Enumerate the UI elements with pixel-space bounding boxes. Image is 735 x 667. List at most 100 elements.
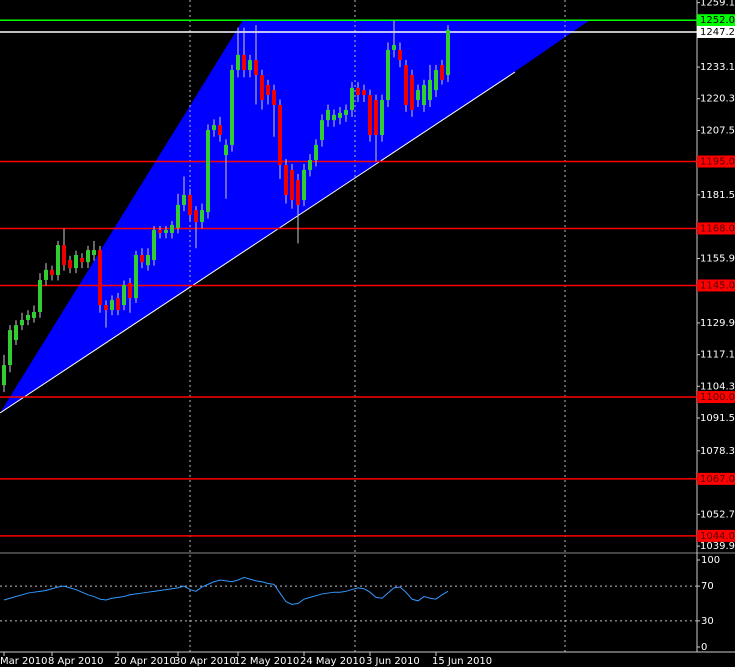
candle-body [392, 44, 396, 50]
level-label-box [697, 391, 735, 404]
candle-body [170, 224, 174, 233]
candle-body [404, 65, 408, 105]
candle-body [278, 104, 282, 165]
candle-body [422, 84, 426, 105]
x-tick-label: 12 May 2010 [234, 656, 299, 667]
candle-body [272, 90, 276, 105]
candle-body [398, 49, 402, 61]
candle-body [152, 229, 156, 260]
candle-body [8, 330, 12, 366]
candle-body [80, 257, 84, 263]
y-tick-label: 1233.10 [700, 62, 735, 73]
level-label-box [697, 14, 735, 27]
candle-body [56, 245, 60, 276]
candle-body [158, 229, 162, 233]
candle-body [296, 179, 300, 205]
candle-body [116, 298, 120, 311]
candle-body [32, 312, 36, 318]
candle-body [332, 114, 336, 121]
candle-body [344, 109, 348, 115]
candle-body [146, 254, 150, 266]
level-label: 1195.00 [700, 157, 735, 168]
candle-body [176, 204, 180, 228]
x-tick-label: Mar 2010 [0, 656, 48, 667]
candle-body [290, 169, 294, 200]
candle-body [434, 70, 438, 91]
candle-body [284, 164, 288, 195]
candle-body [128, 283, 132, 299]
candle-body [188, 194, 192, 216]
level-label: 1100.00 [700, 392, 735, 403]
candle-body [110, 300, 114, 311]
candle-body [20, 319, 24, 326]
level-label-box [697, 155, 735, 168]
candle-body [446, 29, 450, 75]
candle-body [206, 130, 210, 213]
candle-body [254, 60, 258, 75]
y-tick-label: 1052.70 [700, 509, 735, 520]
candle-body [368, 95, 372, 135]
y-tick-label: 30 [701, 616, 714, 627]
candle-body [410, 74, 414, 110]
level-label: 1252.00 [700, 15, 735, 26]
y-tick-label: 0 [701, 642, 707, 653]
candle-body [140, 254, 144, 263]
candle-body [86, 250, 90, 263]
candle-body [362, 90, 366, 96]
y-tick-label: 1129.90 [700, 318, 735, 329]
candle-body [236, 54, 240, 71]
vertical-grid [189, 0, 566, 652]
candle-body [74, 254, 78, 269]
x-tick-label: 3 Jun 2010 [366, 656, 420, 667]
candle-body [182, 194, 186, 205]
candle-body [194, 210, 198, 223]
x-tick-label: 8 Apr 2010 [48, 656, 103, 667]
candle-body [164, 229, 168, 233]
candle-body [386, 49, 390, 101]
candle-body [248, 60, 252, 71]
candle-body [38, 280, 42, 313]
candle-body [326, 109, 330, 121]
candle-body [356, 87, 360, 96]
candle-body [242, 54, 246, 71]
candle-body [44, 269, 48, 281]
level-label: 1145.00 [700, 280, 735, 291]
candle-body [338, 112, 342, 118]
candle-body [62, 245, 66, 266]
level-label-box [697, 472, 735, 485]
y-tick-label: 1181.55 [700, 190, 735, 201]
candle-body [440, 65, 444, 80]
candle-body [14, 325, 18, 341]
level-label: 1044.00 [700, 531, 735, 542]
candle-body [266, 84, 270, 96]
candle-body [260, 74, 264, 101]
candle-body [350, 87, 354, 110]
candle-body [314, 144, 318, 161]
x-tick-label: 20 Apr 2010 [114, 656, 176, 667]
x-tick-label: 24 May 2010 [300, 656, 365, 667]
candle-body [428, 79, 432, 101]
candle-body [104, 305, 108, 311]
candle-body [320, 120, 324, 140]
level-label: 1168.00 [700, 223, 735, 234]
x-tick-label: 15 Jun 2010 [432, 656, 492, 667]
candle-body [122, 284, 126, 306]
y-tick-label: 70 [701, 581, 714, 592]
candle-body [212, 125, 216, 131]
candle-body [200, 210, 204, 223]
candle-body [134, 254, 138, 299]
candle-body [302, 169, 306, 200]
y-tick-label: 1207.50 [700, 126, 735, 137]
indicator-line [3, 576, 449, 605]
candle-body [50, 269, 54, 276]
y-tick-label: 1104.35 [700, 381, 735, 392]
candle-body [218, 125, 222, 135]
candle-body [224, 144, 228, 156]
y-tick-label: 1155.90 [700, 253, 735, 264]
y-tick-label: 1078.30 [700, 446, 735, 457]
level-label-box [697, 529, 735, 542]
y-tick-label: 1039.90 [700, 541, 735, 552]
candle-body [230, 70, 234, 145]
y-tick-label: 100 [701, 555, 720, 566]
